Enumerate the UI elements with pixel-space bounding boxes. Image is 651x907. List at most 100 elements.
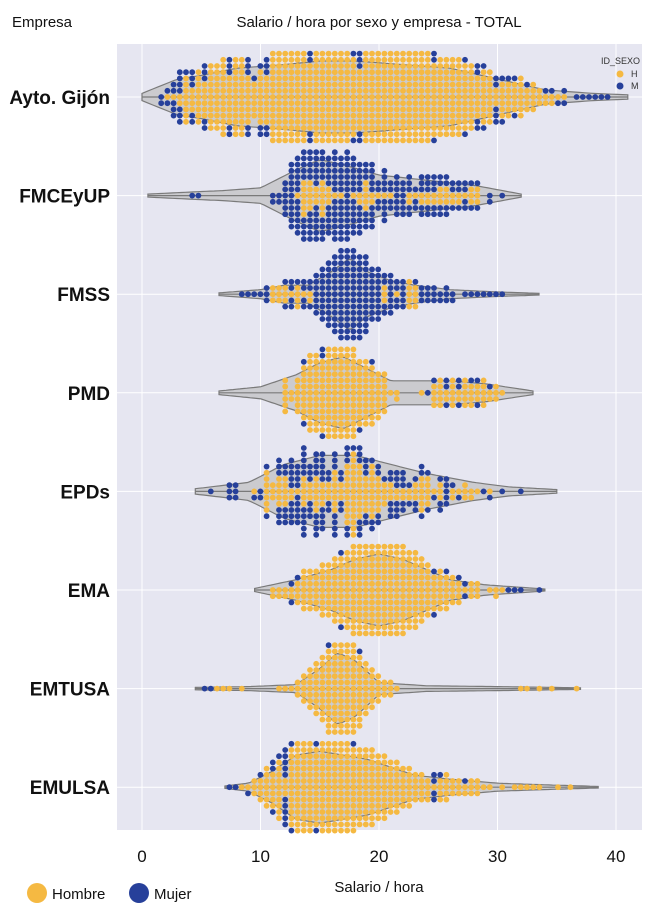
point-hombre xyxy=(356,778,363,784)
point-hombre xyxy=(468,186,475,193)
point-hombre xyxy=(418,488,425,495)
point-hombre xyxy=(455,778,462,784)
point-hombre xyxy=(362,562,369,569)
point-mujer xyxy=(338,549,344,556)
point-hombre xyxy=(369,106,375,113)
point-mujer xyxy=(170,87,177,94)
point-mujer xyxy=(282,278,289,285)
point-hombre xyxy=(300,753,307,760)
point-hombre xyxy=(567,784,574,791)
point-hombre xyxy=(338,759,344,766)
point-hombre xyxy=(344,593,351,600)
point-hombre xyxy=(331,740,338,747)
point-hombre xyxy=(288,488,295,495)
point-hombre xyxy=(338,673,344,680)
point-mujer xyxy=(493,112,499,119)
point-mujer xyxy=(462,291,468,298)
point-hombre xyxy=(251,94,258,100)
point-hombre xyxy=(282,291,289,298)
point-hombre xyxy=(406,291,413,298)
point-hombre xyxy=(294,69,301,76)
point-mujer xyxy=(468,291,475,298)
point-mujer xyxy=(356,137,363,144)
point-hombre xyxy=(412,291,419,298)
point-hombre xyxy=(362,125,369,131)
point-hombre xyxy=(338,358,344,365)
point-mujer xyxy=(319,223,326,230)
point-hombre xyxy=(245,75,251,82)
point-hombre xyxy=(344,685,351,692)
point-mujer xyxy=(381,278,388,285)
point-hombre xyxy=(362,205,369,211)
point-hombre xyxy=(282,685,289,692)
point-mujer xyxy=(387,291,394,298)
point-hombre xyxy=(300,771,307,778)
point-mujer xyxy=(511,112,518,119)
point-mujer xyxy=(276,469,282,476)
point-hombre xyxy=(288,821,295,828)
point-hombre xyxy=(350,802,357,809)
point-mujer xyxy=(542,87,549,94)
point-mujer xyxy=(331,463,338,470)
point-hombre xyxy=(400,94,406,100)
point-hombre xyxy=(350,648,357,655)
point-mujer xyxy=(356,205,363,211)
point-hombre xyxy=(331,685,338,692)
point-hombre xyxy=(307,784,313,791)
point-mujer xyxy=(269,765,276,772)
point-hombre xyxy=(369,137,375,144)
point-mujer xyxy=(263,285,270,291)
point-hombre xyxy=(319,747,326,753)
point-hombre xyxy=(307,691,313,698)
point-hombre xyxy=(331,556,338,562)
point-hombre xyxy=(474,100,481,107)
point-hombre xyxy=(331,100,338,107)
point-mujer xyxy=(307,469,313,476)
point-mujer xyxy=(499,488,506,495)
point-mujer xyxy=(499,192,506,199)
point-hombre xyxy=(356,81,363,88)
point-hombre xyxy=(294,291,301,298)
point-hombre xyxy=(356,507,363,513)
point-hombre xyxy=(455,75,462,82)
point-mujer xyxy=(400,469,406,476)
point-hombre xyxy=(325,420,332,427)
point-hombre xyxy=(455,56,462,63)
point-hombre xyxy=(257,81,264,88)
point-mujer xyxy=(350,328,357,335)
point-mujer xyxy=(269,759,276,766)
point-hombre xyxy=(393,75,400,82)
point-mujer xyxy=(449,482,456,489)
point-hombre xyxy=(369,685,375,692)
point-hombre xyxy=(369,771,375,778)
point-hombre xyxy=(294,402,301,409)
point-mujer xyxy=(282,513,289,520)
point-hombre xyxy=(307,414,313,421)
point-hombre xyxy=(369,679,375,686)
point-hombre xyxy=(183,118,189,125)
point-hombre xyxy=(369,556,375,562)
point-hombre xyxy=(331,753,338,760)
point-hombre xyxy=(263,778,270,784)
point-hombre xyxy=(393,790,400,797)
point-hombre xyxy=(183,87,189,94)
point-hombre xyxy=(350,507,357,513)
point-hombre xyxy=(319,562,326,569)
point-hombre xyxy=(455,118,462,125)
point-hombre xyxy=(449,198,456,205)
point-hombre xyxy=(338,383,344,390)
point-hombre xyxy=(418,771,425,778)
point-hombre xyxy=(412,580,419,587)
point-mujer xyxy=(300,445,307,451)
point-hombre xyxy=(375,815,382,822)
point-mujer xyxy=(356,316,363,322)
point-mujer xyxy=(338,500,344,507)
point-mujer xyxy=(288,198,295,205)
point-hombre xyxy=(530,106,537,113)
point-hombre xyxy=(207,94,214,100)
point-hombre xyxy=(369,389,375,396)
point-hombre xyxy=(313,377,320,384)
point-hombre xyxy=(307,482,313,489)
point-hombre xyxy=(350,100,357,107)
point-hombre xyxy=(462,118,468,125)
